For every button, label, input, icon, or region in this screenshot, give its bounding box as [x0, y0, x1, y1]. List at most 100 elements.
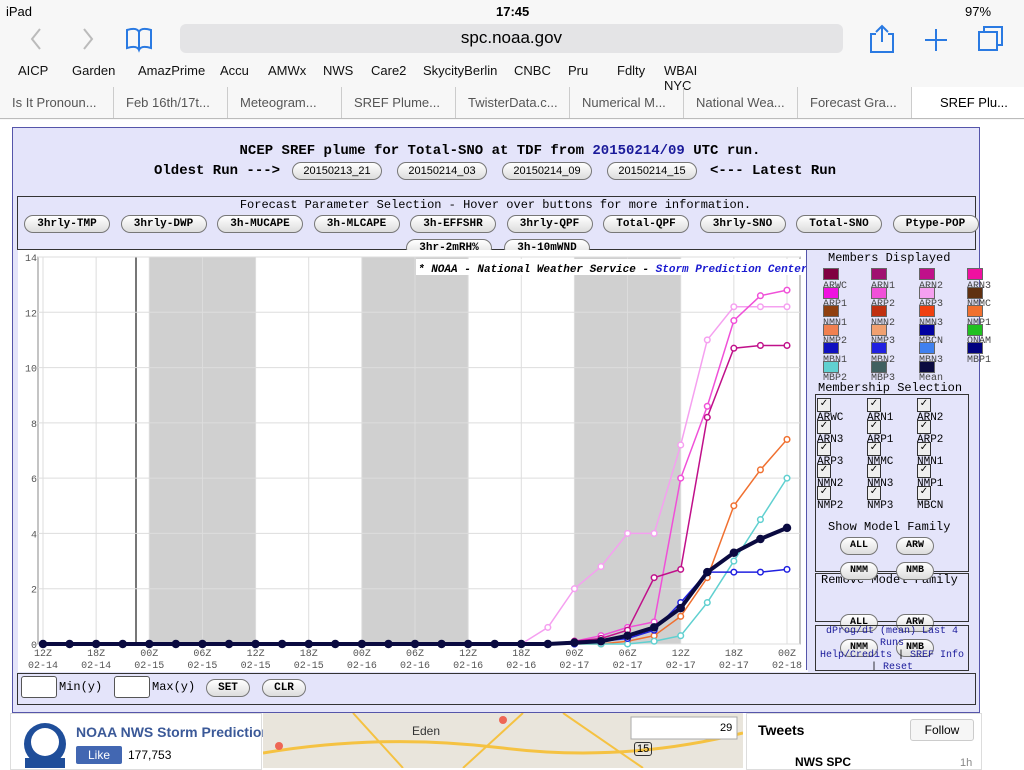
member-entry[interactable]: MBP2 [823, 360, 847, 384]
param-button[interactable]: Total-QPF [603, 215, 689, 233]
link[interactable]: Help/Credits [819, 650, 892, 661]
bookmark[interactable]: CNBC [514, 63, 551, 78]
tab[interactable]: SREF Plume... [342, 87, 456, 119]
family-button[interactable]: NMM [840, 639, 878, 657]
family-button[interactable]: ARW [896, 537, 934, 555]
member-swatch [919, 305, 935, 317]
member-entry[interactable]: MBN3 [919, 342, 943, 366]
checkbox[interactable]: ✓ [917, 420, 931, 434]
member-entry[interactable]: ONAM [967, 323, 991, 347]
bookmark[interactable]: Care2 [371, 63, 407, 78]
checkbox[interactable]: ✓ [867, 486, 881, 500]
bookmark[interactable]: AmazPrime [138, 63, 206, 78]
member-entry[interactable]: NMN3 [919, 305, 943, 329]
member-entry[interactable]: MBP3 [871, 360, 895, 384]
member-entry[interactable]: MBN2 [871, 342, 895, 366]
run-link[interactable]: 20150214/09 [592, 143, 685, 159]
member-checkbox[interactable]: ✓NMP2 [817, 486, 843, 512]
link[interactable]: dProg/dt (mean) Last 4 Runs [825, 626, 959, 649]
bookmark[interactable]: NWS [323, 63, 354, 78]
param-button[interactable]: 3h-MLCAPE [313, 215, 400, 233]
param-button[interactable]: Total-SNO [796, 215, 882, 233]
max-input[interactable] [114, 676, 150, 698]
tab[interactable]: Feb 16th/17t... [114, 87, 228, 119]
run-button[interactable]: 20150214_09 [502, 162, 592, 180]
family-button[interactable]: NMM [840, 562, 878, 580]
bookmark[interactable]: AMWx [268, 63, 307, 78]
member-name: NMN1 [823, 318, 847, 329]
checkbox[interactable]: ✓ [817, 486, 831, 500]
bookmark[interactable]: Fdlty [617, 63, 646, 78]
run-button[interactable]: 20150214_03 [397, 162, 487, 180]
bookmark[interactable]: AICP [18, 63, 49, 78]
tab[interactable]: Forecast Gra... [798, 87, 912, 119]
checkbox[interactable]: ✓ [817, 464, 831, 478]
x-tick-label: 02-17 [666, 661, 696, 672]
checkbox[interactable]: ✓ [917, 398, 931, 412]
member-entry[interactable]: ARN3 [967, 268, 991, 292]
member-entry[interactable]: NMN2 [871, 305, 895, 329]
member-entry[interactable]: ARWC [823, 268, 847, 292]
link[interactable]: Reset [883, 662, 914, 671]
param-button[interactable]: 3hrly-SNO [699, 215, 786, 233]
tab[interactable]: TwisterData.c... [456, 87, 570, 119]
param-button[interactable]: 3h-MUCAPE [217, 215, 303, 233]
checkbox[interactable]: ✓ [817, 398, 831, 412]
family-button[interactable]: ALL [840, 614, 878, 632]
link[interactable]: SREF Info [910, 650, 965, 661]
checkbox[interactable]: ✓ [867, 442, 881, 456]
bookmark[interactable]: Garden [72, 63, 116, 78]
member-entry[interactable]: NMMC [967, 286, 991, 310]
member-entry[interactable]: NMP1 [967, 305, 991, 329]
param-button[interactable]: Ptype-POP [892, 215, 979, 233]
like-button[interactable]: Like [76, 746, 122, 764]
member-entry[interactable]: ARN1 [871, 268, 895, 292]
member-checkbox[interactable]: ✓MBCN [917, 486, 943, 512]
family-button[interactable]: NMB [896, 562, 934, 580]
member-entry[interactable]: ARP2 [871, 286, 895, 310]
checkbox[interactable]: ✓ [917, 442, 931, 456]
bookmark[interactable]: WBAI NYC [664, 63, 698, 93]
member-entry[interactable]: ARP3 [919, 286, 943, 310]
param-button[interactable]: 3hrly-QPF [506, 215, 593, 233]
bookmark[interactable]: SkycityBerlin [423, 63, 498, 78]
tab[interactable]: Meteogram... [228, 87, 342, 119]
member-entry[interactable]: Mean [919, 360, 943, 384]
address-bar[interactable] [180, 24, 843, 53]
min-input[interactable] [21, 676, 57, 698]
checkbox[interactable]: ✓ [867, 420, 881, 434]
family-button[interactable]: ARW [896, 614, 934, 632]
member-entry[interactable]: NMP2 [823, 323, 847, 347]
checkbox[interactable]: ✓ [817, 442, 831, 456]
member-entry[interactable]: MBP1 [967, 342, 991, 366]
checkbox[interactable]: ✓ [867, 398, 881, 412]
member-entry[interactable]: ARP1 [823, 286, 847, 310]
param-button[interactable]: 3hrly-DWP [120, 215, 207, 233]
bookmark[interactable]: Pru [568, 63, 589, 78]
family-button[interactable]: NMB [896, 639, 934, 657]
tab[interactable]: National Wea... [684, 87, 798, 119]
member-entry[interactable]: MBN1 [823, 342, 847, 366]
clr-button[interactable]: CLR [262, 679, 306, 697]
member-entry[interactable]: NMP3 [871, 323, 895, 347]
member-entry[interactable]: ARN2 [919, 268, 943, 292]
family-button[interactable]: ALL [840, 537, 878, 555]
checkbox[interactable]: ✓ [867, 464, 881, 478]
follow-button[interactable]: Follow [910, 719, 974, 741]
checkbox[interactable]: ✓ [917, 486, 931, 500]
param-button[interactable]: 3h-EFFSHR [410, 215, 496, 233]
member-entry[interactable]: MBCN [919, 323, 943, 347]
tab[interactable]: Numerical M... [570, 87, 684, 119]
run-button[interactable]: 20150214_15 [607, 162, 697, 180]
tab[interactable]: Is It Pronoun... [0, 87, 114, 119]
run-button[interactable]: 20150213_21 [292, 162, 382, 180]
annotation-part[interactable]: Storm Prediction Center [656, 264, 808, 276]
tab[interactable]: SREF Plu... [912, 87, 1024, 119]
set-button[interactable]: SET [206, 679, 250, 697]
member-checkbox[interactable]: ✓NMP3 [867, 486, 893, 512]
param-button[interactable]: 3hrly-TMP [24, 215, 110, 233]
checkbox[interactable]: ✓ [817, 420, 831, 434]
checkbox[interactable]: ✓ [917, 464, 931, 478]
member-entry[interactable]: NMN1 [823, 305, 847, 329]
bookmark[interactable]: Accu [220, 63, 249, 78]
